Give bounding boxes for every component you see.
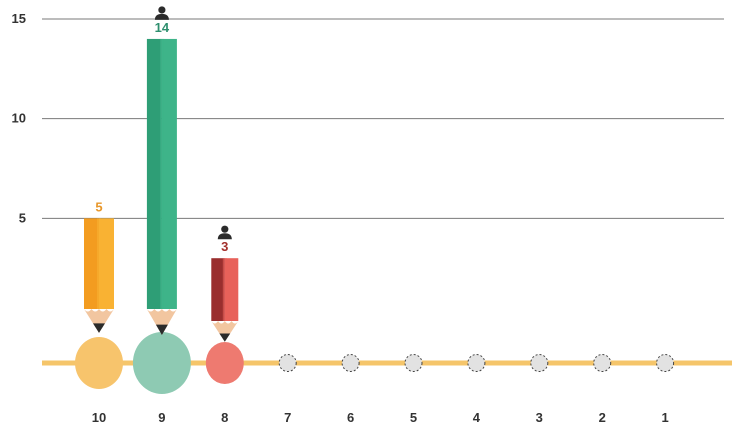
- empty-slot-marker: [593, 354, 612, 372]
- pencil-body: [161, 38, 177, 309]
- value-label: 5: [95, 199, 102, 214]
- value-label: 3: [221, 239, 228, 254]
- bar-pencil-9: 14: [132, 6, 191, 394]
- x-tick-label: 4: [473, 410, 481, 425]
- pencil-body: [99, 218, 114, 309]
- empty-slot-marker: [530, 354, 549, 372]
- empty-slot-marker: [467, 354, 486, 372]
- x-tick-label: 7: [284, 410, 291, 425]
- y-axis: 5 10 15: [12, 11, 26, 225]
- blob-marker: [75, 337, 123, 389]
- x-tick-label: 9: [158, 410, 165, 425]
- pencil-lead: [219, 333, 231, 342]
- pencil-wood-tip: [211, 321, 239, 342]
- grid-lines: [42, 18, 724, 219]
- y-tick-label: 15: [12, 11, 26, 26]
- y-tick-label: 5: [19, 210, 26, 225]
- pencil-lead: [93, 323, 105, 333]
- empty-slot-marker: [341, 354, 360, 372]
- empty-slot-marker: [404, 354, 423, 372]
- pencil-highlight: [97, 218, 101, 309]
- x-tick-label: 6: [347, 410, 354, 425]
- x-tick-label: 2: [599, 410, 606, 425]
- blob-marker: [205, 342, 244, 384]
- pencil-body: [146, 38, 162, 309]
- person-icon: [154, 6, 169, 20]
- pencil-body: [211, 258, 225, 321]
- pencil-body: [224, 258, 239, 321]
- pencil-lead: [155, 324, 168, 335]
- value-label: 14: [155, 20, 170, 35]
- bars: 5 14 3: [75, 6, 675, 394]
- bar-pencil-10: 5: [75, 199, 123, 389]
- x-tick-label: 3: [536, 410, 543, 425]
- x-tick-label: 5: [410, 410, 417, 425]
- pencil-body: [84, 218, 99, 309]
- pencil-wood-tip: [146, 309, 177, 335]
- y-tick-label: 10: [12, 111, 26, 126]
- empty-slot-marker: [278, 354, 297, 372]
- pencil-highlight: [222, 258, 227, 321]
- empty-slot-marker: [656, 354, 675, 372]
- person-icon: [217, 225, 232, 240]
- x-tick-label: 10: [92, 410, 106, 425]
- x-tick-label: 1: [661, 410, 668, 425]
- x-tick-label: 8: [221, 410, 228, 425]
- bar-pencil-8: 3: [205, 225, 244, 384]
- pencil-wood-tip: [84, 309, 114, 333]
- x-axis: 10 9 8 7 6 5 4 3 2 1: [92, 410, 669, 425]
- blob-marker: [132, 332, 191, 394]
- pencil-highlight: [159, 38, 164, 309]
